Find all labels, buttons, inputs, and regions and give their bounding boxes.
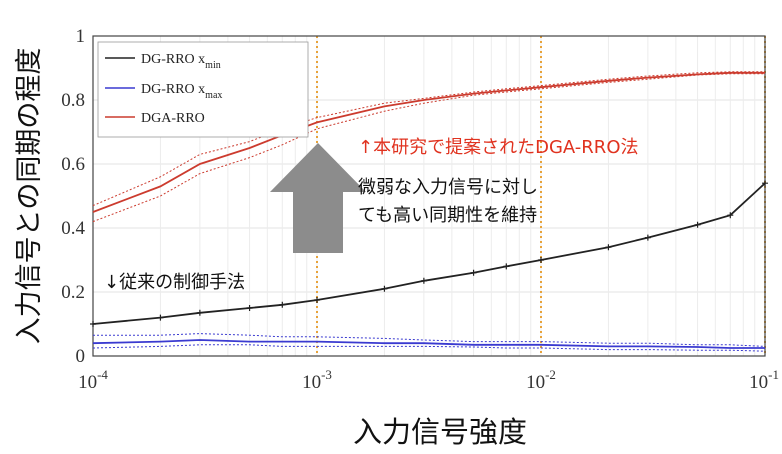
legend: DG-RRO xmin DG-RRO xmax DGA-RRO xyxy=(97,41,309,138)
x-tick-0-exp: -4 xyxy=(97,367,108,382)
series-0-marker-8 xyxy=(470,269,477,276)
x-tick-1-base: 10 xyxy=(302,372,321,393)
series-0-marker-1 xyxy=(157,314,164,321)
series-0-marker-0 xyxy=(90,321,96,327)
series-0-line xyxy=(92,182,766,325)
y-tick-labels: 0 0.2 0.4 0.6 0.8 1 xyxy=(61,26,85,367)
x-tick-2-exp: -2 xyxy=(545,367,556,382)
legend-entry-dga: DGA-RRO xyxy=(141,111,205,126)
y-tick-4: 0.8 xyxy=(61,90,85,111)
annotation-weak-signal-line2: ても高い同期性を維持 xyxy=(358,205,537,226)
series-2-line xyxy=(92,71,765,213)
x-tick-1: 10-3 xyxy=(302,367,332,393)
y-tick-1: 0.2 xyxy=(61,282,85,303)
x-tick-0: 10-4 xyxy=(78,367,108,393)
y-tick-3: 0.6 xyxy=(61,154,85,175)
x-axis-label: 入力信号強度 xyxy=(353,415,527,449)
x-tick-3-exp: -1 xyxy=(768,367,779,382)
x-tick-0-base: 10 xyxy=(78,372,97,393)
series-0-marker-7 xyxy=(420,277,427,284)
x-tick-3-base: 10 xyxy=(749,372,768,393)
x-tick-3: 10-1 xyxy=(749,367,779,393)
annotation-conventional: ↓従来の制御手法 xyxy=(104,272,245,293)
y-axis-label: 入力信号との同期の程度 xyxy=(14,48,45,345)
annotation-weak-signal-line1: 微弱な入力信号に対し xyxy=(358,177,538,198)
series-layer xyxy=(90,71,768,352)
y-tick-0: 0 xyxy=(76,346,86,367)
x-tick-2-base: 10 xyxy=(526,372,545,393)
up-arrow xyxy=(270,143,366,253)
x-tick-1-exp: -3 xyxy=(321,367,332,382)
series-0-marker-13 xyxy=(694,221,701,228)
legend-entry-xmin: DG-RRO xmin xyxy=(141,52,221,71)
series-0-marker-6 xyxy=(381,285,388,292)
annotation-proposed: ↑本研究で提案されたDGA-RRO法 xyxy=(358,137,638,158)
series-0-marker-3 xyxy=(246,305,253,311)
y-tick-2: 0.4 xyxy=(61,218,85,239)
y-tick-5: 1 xyxy=(76,26,86,47)
series-0-marker-11 xyxy=(605,244,612,251)
series-0-marker-10 xyxy=(538,257,544,263)
series-0-marker-5 xyxy=(314,297,320,303)
plot-frame xyxy=(92,35,766,357)
series-0-marker-2 xyxy=(196,309,203,316)
x-tick-2: 10-2 xyxy=(526,367,556,393)
x-tick-labels: 10-4 10-3 10-2 10-1 xyxy=(78,367,779,393)
legend-entry-xmin-sub: min xyxy=(205,60,221,71)
series-0-marker-4 xyxy=(279,301,286,308)
series-2-upper-band xyxy=(92,71,765,207)
legend-entry-xmax: DG-RRO xmax xyxy=(141,82,222,101)
series-0-marker-14 xyxy=(727,212,734,219)
legend-entry-xmin-text: DG-RRO x xyxy=(141,52,205,67)
series-0-marker-15 xyxy=(762,180,768,187)
series-0-marker-12 xyxy=(644,234,651,241)
legend-entry-xmax-sub: max xyxy=(205,90,222,101)
legend-entry-xmax-text: DG-RRO x xyxy=(141,82,205,97)
series-0-marker-9 xyxy=(503,263,510,270)
series-1-line xyxy=(92,339,765,349)
